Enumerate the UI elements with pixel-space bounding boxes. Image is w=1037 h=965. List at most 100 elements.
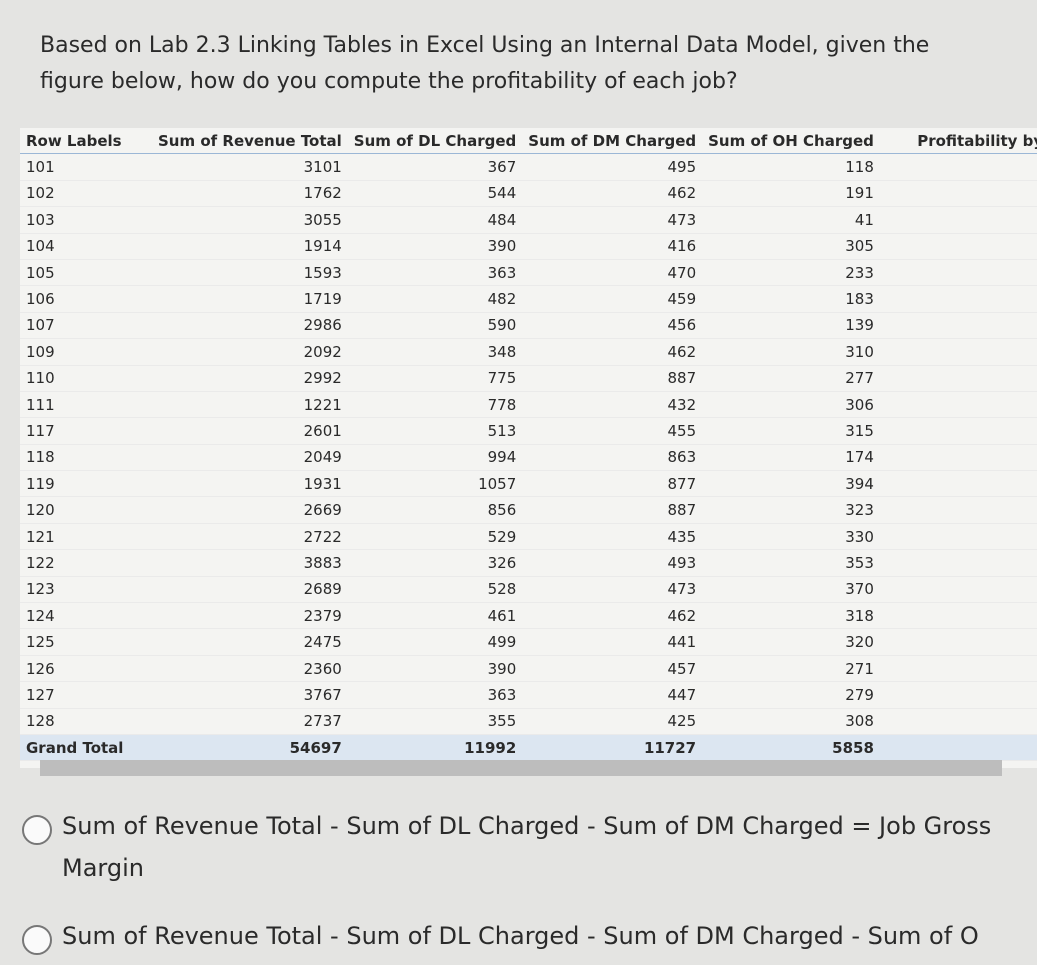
cell: 529: [347, 523, 523, 551]
cell: [879, 444, 1037, 472]
cell: 110: [20, 365, 152, 392]
cell: 348: [347, 338, 523, 366]
cell: 191: [702, 180, 880, 208]
cell: 308: [702, 708, 880, 735]
cell: 2360: [152, 655, 348, 683]
cell: [879, 602, 1037, 630]
scrollbar[interactable]: [40, 760, 1002, 776]
cell: [879, 312, 1037, 340]
option-text: Sum of Revenue Total - Sum of DL Charged…: [62, 922, 979, 950]
cell: 367: [347, 153, 523, 181]
cell: 271: [702, 655, 880, 683]
option[interactable]: Sum of Revenue Total - Sum of DL Charged…: [20, 915, 1030, 957]
header-row: Row Labels Sum of Revenue Total Sum of DL …: [20, 128, 1037, 155]
table-row: 102 1762 544 462 191: [20, 180, 1037, 208]
cell: 499: [347, 628, 523, 656]
column-header: Sum of DL Charged: [347, 128, 523, 155]
cell: 432: [522, 391, 703, 419]
table-row: 124 2379 461 462 318: [20, 602, 1037, 630]
cell: [879, 549, 1037, 577]
cell: 2601: [152, 417, 348, 445]
cell: 126: [20, 655, 152, 683]
cell: [879, 496, 1037, 524]
cell: 394: [702, 470, 880, 498]
column-header: Sum of Revenue Total: [152, 128, 348, 155]
cell: 105: [20, 259, 152, 287]
cell: [879, 285, 1037, 313]
cell: [879, 365, 1037, 392]
cell: 128: [20, 708, 152, 735]
cell: 139: [702, 312, 880, 340]
cell: 462: [522, 180, 703, 208]
cell: 441: [522, 628, 703, 656]
cell: 318: [702, 602, 880, 630]
table-row: 119 1931 1057 877 394: [20, 470, 1037, 498]
table-row: 127 3767 363 447 279: [20, 681, 1037, 709]
cell: 101: [20, 153, 152, 181]
cell: 447: [522, 681, 703, 709]
cell: 117: [20, 417, 152, 445]
table-row: 123 2689 528 473 370: [20, 576, 1037, 604]
cell: 1057: [347, 470, 523, 498]
cell: 103: [20, 206, 152, 234]
cell: Grand Total: [20, 733, 152, 762]
cell: [879, 391, 1037, 419]
cell: 306: [702, 391, 880, 419]
cell: 330: [702, 523, 880, 551]
cell: 125: [20, 628, 152, 656]
cell: 462: [522, 602, 703, 630]
cell: 2992: [152, 365, 348, 392]
radio-button[interactable]: [22, 925, 52, 955]
cell: 277: [702, 365, 880, 392]
column-header: Sum of DM Charged: [522, 128, 703, 155]
cell: [879, 470, 1037, 498]
table-row: 101 3101 367 495 118: [20, 153, 1037, 181]
cell: 495: [522, 153, 703, 181]
cell: 513: [347, 417, 523, 445]
cell: [879, 733, 1037, 762]
table: Row Labels Sum of Revenue Total Sum of DL …: [20, 128, 1037, 762]
cell: 107: [20, 312, 152, 340]
cell: 390: [347, 233, 523, 260]
cell: 2049: [152, 444, 348, 472]
question: Based on Lab 2.3 Linking Tables in Excel…: [40, 33, 930, 94]
radio-button[interactable]: [22, 815, 52, 845]
cell: 778: [347, 391, 523, 419]
cell: 544: [347, 180, 523, 208]
cell: 120: [20, 496, 152, 524]
cell: 355: [347, 708, 523, 735]
column-header: Profitability by J: [879, 128, 1037, 155]
cell: 326: [347, 549, 523, 577]
table-row: 107 2986 590 456 139: [20, 312, 1037, 340]
cell: 279: [702, 681, 880, 709]
cell: [879, 206, 1037, 234]
cell: 456: [522, 312, 703, 340]
cell: 118: [20, 444, 152, 472]
cell: [879, 180, 1037, 208]
cell: 1593: [152, 259, 348, 287]
option[interactable]: Sum of Revenue Total - Sum of DL Charged…: [20, 805, 1030, 889]
cell: 353: [702, 549, 880, 577]
cell: [879, 153, 1037, 181]
cell: 473: [522, 206, 703, 234]
cell: 425: [522, 708, 703, 735]
cell: 41: [702, 206, 880, 234]
cell: 470: [522, 259, 703, 287]
cell: 370: [702, 576, 880, 604]
cell: 3055: [152, 206, 348, 234]
table-row: 111 1221 778 432 306: [20, 391, 1037, 419]
table-row: 128 2737 355 425 308: [20, 708, 1037, 735]
table-row: 122 3883 326 493 353: [20, 549, 1037, 577]
cell: 2092: [152, 338, 348, 366]
table-row: 126 2360 390 457 271: [20, 655, 1037, 683]
table-row: 106 1719 482 459 183: [20, 285, 1037, 313]
cell: 887: [522, 365, 703, 392]
cell: 473: [522, 576, 703, 604]
cell: 102: [20, 180, 152, 208]
cell: [879, 655, 1037, 683]
cell: 877: [522, 470, 703, 498]
column-header: Sum of OH Charged: [702, 128, 880, 155]
table-row: 117 2601 513 455 315: [20, 417, 1037, 445]
cell: 310: [702, 338, 880, 366]
cell: 1719: [152, 285, 348, 313]
